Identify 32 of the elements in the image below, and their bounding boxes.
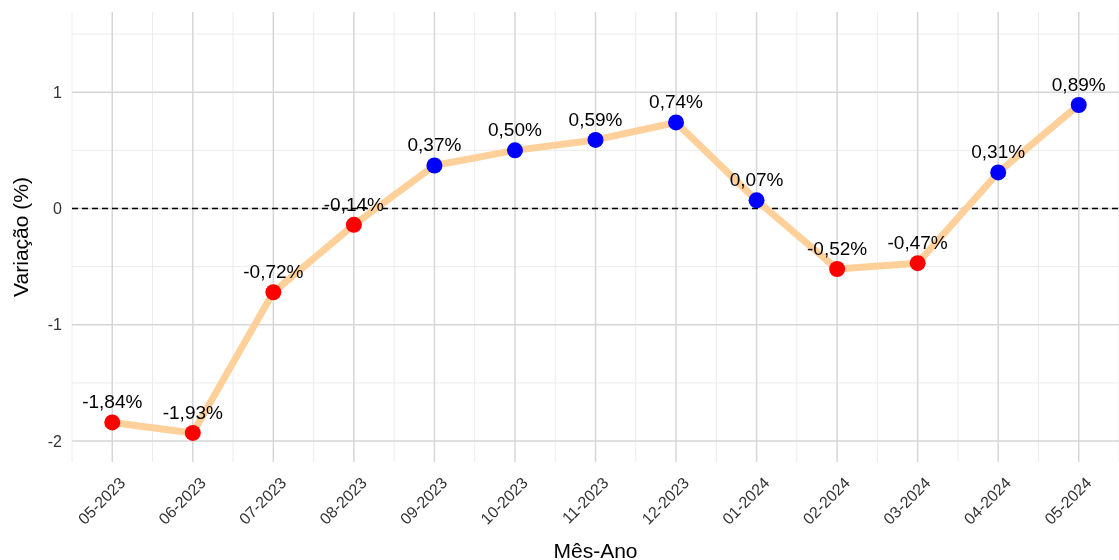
point [668, 114, 685, 131]
point [990, 164, 1007, 181]
data-label: 0,37% [407, 134, 462, 156]
y-axis-title: Variação (%) [9, 177, 32, 297]
point [748, 192, 765, 209]
data-label: -0,52% [807, 237, 868, 259]
point [587, 131, 604, 148]
data-label: -0,47% [887, 232, 948, 254]
point [506, 142, 523, 159]
y-tick-label: -1 [47, 316, 63, 334]
x-axis-title: Mês-Ano [553, 539, 638, 560]
point [829, 260, 846, 277]
data-label: 0,89% [1051, 74, 1106, 96]
data-label: 0,50% [488, 119, 542, 141]
data-label: 0,74% [649, 91, 704, 113]
point [1070, 97, 1087, 114]
y-tick-label: -2 [47, 432, 63, 450]
point [426, 157, 443, 174]
y-tick-label: 1 [53, 83, 63, 101]
data-label: -1,84% [82, 391, 143, 413]
data-label: 0,07% [729, 169, 784, 191]
point [909, 255, 926, 272]
point [265, 284, 282, 301]
point [184, 424, 201, 441]
data-label: 0,31% [971, 141, 1026, 163]
data-label: -1,93% [162, 401, 224, 423]
data-label: 0,59% [568, 108, 623, 130]
data-label: -0,14% [323, 193, 385, 215]
point [345, 216, 362, 233]
y-tick-label: 0 [53, 200, 63, 218]
point [104, 414, 121, 431]
data-label: -0,72% [243, 261, 304, 283]
